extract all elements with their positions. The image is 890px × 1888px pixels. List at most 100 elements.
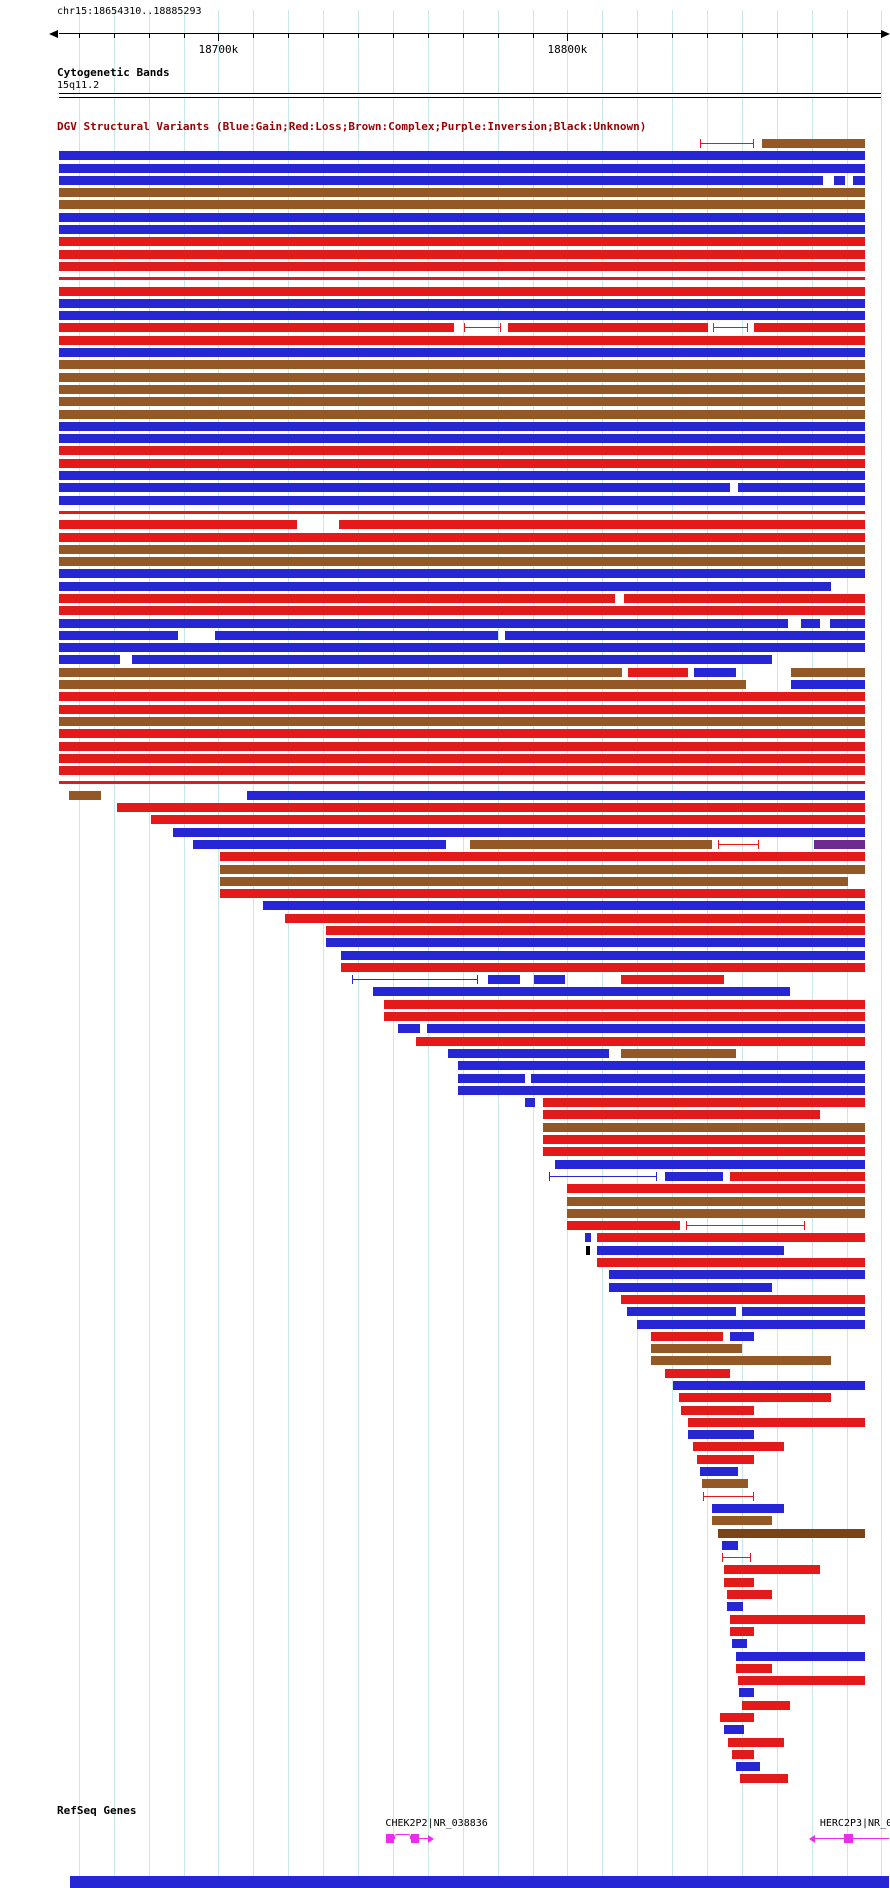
variant-bar[interactable] [790, 667, 865, 677]
variant-bar[interactable] [59, 151, 865, 161]
variant-range-line[interactable] [686, 1221, 806, 1231]
variant-bar[interactable] [214, 630, 499, 640]
variant-bar[interactable] [59, 520, 297, 530]
variant-bar[interactable] [620, 1048, 737, 1058]
variant-range-line[interactable] [721, 1553, 751, 1563]
gene-exon-box[interactable] [386, 1834, 395, 1843]
variant-bar[interactable] [620, 975, 724, 985]
variant-bar[interactable] [59, 421, 865, 431]
variant-bar[interactable] [117, 803, 865, 813]
variant-bar[interactable] [470, 839, 712, 849]
variant-bar[interactable] [59, 581, 832, 591]
variant-bar[interactable] [636, 1319, 865, 1329]
variant-bar[interactable] [59, 323, 454, 333]
variant-bar[interactable] [172, 827, 865, 837]
variant-bar[interactable] [59, 557, 865, 567]
variant-bar[interactable] [448, 1048, 609, 1058]
gene-label[interactable]: CHEK2P2|NR_038836 [385, 1818, 488, 1829]
variant-range-line[interactable] [463, 323, 501, 333]
variant-bar[interactable] [457, 1073, 525, 1083]
variant-bar[interactable] [801, 618, 820, 628]
variant-bar[interactable] [740, 1774, 789, 1784]
variant-bar[interactable] [723, 1565, 820, 1575]
variant-bar[interactable] [341, 950, 865, 960]
variant-bar[interactable] [69, 790, 101, 800]
variant-bar[interactable] [524, 1098, 535, 1108]
variant-bar[interactable] [59, 655, 121, 665]
variant-bar[interactable] [542, 1110, 820, 1120]
variant-bar[interactable] [416, 1036, 865, 1046]
variant-bar[interactable] [132, 655, 773, 665]
variant-bar[interactable] [59, 237, 865, 247]
variant-bar[interactable] [723, 1725, 745, 1735]
variant-bar[interactable] [59, 384, 865, 394]
variant-bar[interactable] [59, 643, 865, 653]
variant-bar[interactable] [542, 1098, 865, 1108]
variant-bar[interactable] [852, 175, 865, 185]
variant-bar[interactable] [59, 495, 865, 505]
variant-bar[interactable] [59, 446, 865, 456]
variant-bar[interactable] [59, 175, 824, 185]
pan-left-arrow-icon[interactable] [49, 30, 58, 38]
variant-bar[interactable] [651, 1331, 724, 1341]
variant-bar[interactable] [383, 999, 865, 1009]
variant-bar[interactable] [729, 1626, 754, 1636]
variant-bar[interactable] [220, 852, 865, 862]
variant-bar[interactable] [457, 1085, 865, 1095]
variant-bar[interactable] [59, 510, 865, 514]
variant-bar[interactable] [59, 277, 865, 281]
variant-bar[interactable] [59, 544, 865, 554]
variant-bar[interactable] [325, 926, 865, 935]
variant-range-line[interactable] [549, 1171, 658, 1181]
variant-bar[interactable] [59, 483, 730, 493]
variant-bar[interactable] [609, 1270, 865, 1280]
variant-range-line[interactable] [699, 139, 754, 148]
variant-bar[interactable] [59, 729, 865, 739]
variant-bar[interactable] [834, 175, 845, 185]
variant-bar[interactable] [59, 569, 865, 579]
variant-bar[interactable] [59, 692, 865, 702]
variant-bar[interactable] [719, 1713, 754, 1722]
variant-bar[interactable] [59, 630, 179, 640]
variant-bar[interactable] [59, 471, 865, 481]
variant-bar[interactable] [829, 618, 865, 628]
variant-bar[interactable] [192, 839, 446, 849]
variant-bar[interactable] [507, 323, 708, 333]
variant-bar[interactable] [59, 212, 865, 222]
variant-bar[interactable] [59, 781, 865, 785]
variant-bar[interactable] [59, 704, 865, 714]
variant-bar[interactable] [59, 667, 622, 677]
gene-intron-hat[interactable] [394, 1834, 412, 1839]
variant-bar[interactable] [814, 839, 865, 849]
variant-bar[interactable] [59, 225, 865, 235]
gene-label[interactable]: HERC2P3|NR_0 [819, 1818, 890, 1829]
variant-bar[interactable] [59, 397, 865, 407]
variant-bar[interactable] [723, 1577, 754, 1587]
variant-range-line[interactable] [713, 323, 749, 333]
variant-bar[interactable] [59, 200, 865, 210]
variant-bar[interactable] [59, 249, 865, 259]
variant-bar[interactable] [665, 1171, 724, 1181]
variant-bar[interactable] [687, 1417, 865, 1427]
variant-bar[interactable] [338, 520, 865, 530]
variant-bar[interactable] [739, 1688, 754, 1698]
variant-bar[interactable] [711, 1516, 773, 1526]
variant-bar[interactable] [59, 753, 865, 763]
variant-bar[interactable] [609, 1282, 773, 1292]
gene-exon-box[interactable] [844, 1834, 853, 1843]
variant-bar[interactable] [542, 1122, 865, 1132]
variant-bar[interactable] [597, 1233, 865, 1243]
variant-bar[interactable] [262, 901, 865, 911]
pan-right-arrow-icon[interactable] [881, 30, 890, 38]
variant-bar[interactable] [59, 680, 746, 690]
variant-bar[interactable] [542, 1147, 865, 1157]
variant-bar[interactable] [59, 348, 865, 358]
variant-bar[interactable] [665, 1368, 730, 1378]
gene-exon-box[interactable] [411, 1834, 420, 1843]
variant-bar[interactable] [717, 1528, 865, 1538]
partial-variant-bar[interactable] [69, 1876, 890, 1888]
variant-bar[interactable] [566, 1184, 865, 1194]
variant-bar[interactable] [59, 372, 865, 382]
variant-bar[interactable] [59, 286, 865, 296]
variant-bar[interactable] [681, 1405, 754, 1415]
